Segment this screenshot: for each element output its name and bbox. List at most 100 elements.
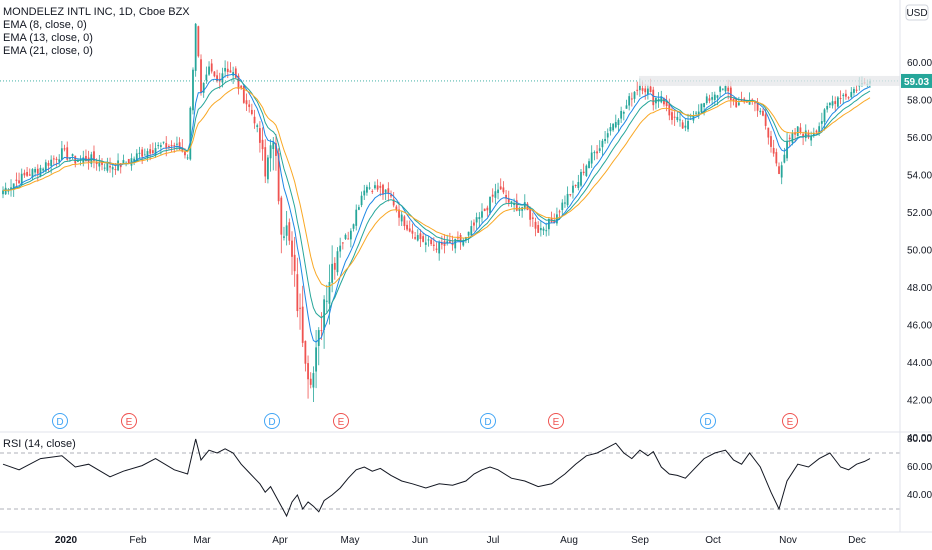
- candle-body: [759, 110, 762, 113]
- candle-body: [229, 70, 232, 73]
- candle-body: [242, 85, 245, 103]
- earnings-marker[interactable]: E: [121, 413, 137, 429]
- candle-body: [497, 189, 499, 194]
- candle-body: [617, 119, 620, 125]
- candle-body: [331, 263, 334, 283]
- price-axis[interactable]: 40.00 42.00 44.00 46.00 48.00 50.00 52.00 54.00…: [907, 58, 932, 444]
- candle-body: [42, 168, 45, 171]
- candle-body: [839, 97, 842, 99]
- candle-body: [834, 101, 837, 104]
- candle-body: [716, 95, 719, 98]
- candle-body: [577, 182, 580, 188]
- candle-body: [432, 244, 435, 246]
- price-highlight-box: [639, 75, 900, 86]
- earnings-marker[interactable]: E: [548, 413, 564, 429]
- candle-body: [202, 82, 205, 93]
- candle-body: [10, 187, 12, 190]
- candle-body: [802, 134, 805, 138]
- candle-body: [392, 199, 395, 206]
- candle-body: [598, 148, 601, 151]
- candle-body: [2, 190, 4, 195]
- candle-body: [630, 98, 633, 100]
- candle-body: [847, 97, 850, 99]
- dividend-marker[interactable]: D: [700, 413, 716, 429]
- rsi-tick-label: 60.00: [907, 462, 932, 473]
- candle-body: [159, 145, 162, 147]
- dividend-marker[interactable]: D: [480, 413, 496, 429]
- ema21-line: [2, 87, 871, 288]
- candle-body: [248, 104, 251, 107]
- candle-body: [411, 230, 414, 234]
- candle-body: [36, 168, 39, 174]
- time-tick-label: Jul: [487, 535, 500, 546]
- candle-body: [176, 143, 178, 145]
- candle-body: [170, 144, 173, 146]
- candle-body: [71, 154, 74, 156]
- candle-body: [569, 194, 572, 196]
- candle-body: [684, 125, 687, 128]
- candle-body: [727, 87, 730, 92]
- candle-body: [663, 98, 665, 105]
- candle-body: [695, 112, 697, 114]
- dividend-marker[interactable]: D: [264, 413, 280, 429]
- candle-body: [609, 127, 612, 132]
- marker-letter: D: [268, 417, 275, 428]
- dividend-marker[interactable]: D: [52, 413, 68, 429]
- candle-body: [39, 167, 42, 177]
- candle-body: [261, 139, 264, 150]
- candle-body: [106, 162, 109, 171]
- price-tick-label: 50.00: [907, 245, 932, 256]
- candle-body: [44, 162, 47, 172]
- candle-body: [18, 180, 20, 184]
- candle-body: [588, 161, 590, 169]
- earnings-marker[interactable]: E: [782, 413, 798, 429]
- candle-body: [336, 251, 339, 273]
- candle-body: [189, 107, 192, 160]
- candle-body: [111, 167, 114, 170]
- candle-body: [580, 171, 582, 186]
- candle-body: [98, 161, 101, 167]
- candle-body: [50, 159, 53, 167]
- candle-body: [791, 133, 794, 143]
- candle-body: [363, 190, 366, 196]
- currency-label: USD: [906, 8, 927, 19]
- earnings-marker[interactable]: E: [333, 413, 349, 429]
- rsi-tick-label: 80.00: [907, 434, 932, 445]
- candle-body: [95, 161, 98, 165]
- candle-body: [408, 228, 411, 232]
- candle-body: [165, 143, 168, 148]
- price-tick-label: 58.00: [907, 95, 932, 106]
- candle-body: [371, 191, 374, 193]
- candle-body: [491, 194, 494, 197]
- price-tick-label: 60.00: [907, 58, 932, 69]
- candle-body: [200, 59, 202, 93]
- candle-body: [296, 274, 299, 312]
- candle-body: [224, 67, 227, 72]
- candle-body: [74, 155, 77, 164]
- candle-body: [614, 122, 617, 128]
- candle-body: [451, 243, 454, 246]
- marker-circle: [700, 413, 716, 429]
- candle-body: [341, 242, 344, 244]
- candle-body: [556, 214, 558, 224]
- price-pane[interactable]: [0, 22, 900, 402]
- candle-body: [283, 236, 285, 238]
- candle-body: [60, 148, 63, 160]
- candle-body: [384, 189, 387, 193]
- candle-body: [815, 130, 818, 133]
- currency-button[interactable]: USD: [905, 4, 929, 21]
- rsi-pane[interactable]: [0, 438, 900, 518]
- candle-body: [502, 187, 505, 193]
- candle-body: [93, 151, 95, 161]
- candle-body: [387, 188, 390, 194]
- time-tick-label: 2020: [55, 535, 78, 546]
- candle-body: [347, 238, 350, 240]
- candle-body: [660, 96, 663, 103]
- candle-body: [28, 174, 31, 176]
- price-tick-label: 42.00: [907, 395, 932, 406]
- candle-body: [585, 165, 588, 176]
- candle-body: [240, 85, 243, 89]
- candle-body: [26, 171, 28, 176]
- candle-body: [601, 140, 604, 148]
